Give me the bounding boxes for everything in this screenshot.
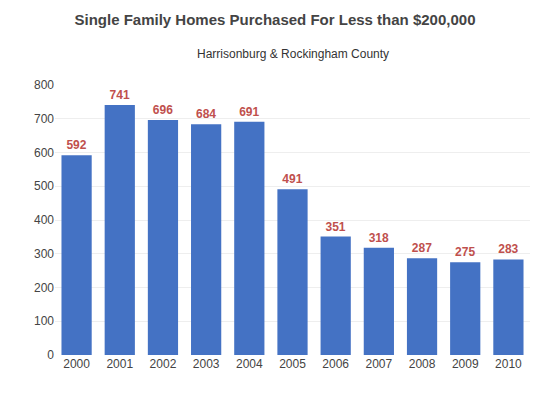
svg-text:800: 800 bbox=[34, 78, 54, 92]
svg-text:0: 0 bbox=[47, 348, 54, 362]
svg-text:2009: 2009 bbox=[452, 357, 479, 371]
svg-text:684: 684 bbox=[196, 107, 216, 121]
svg-text:318: 318 bbox=[369, 231, 389, 245]
svg-text:283: 283 bbox=[498, 242, 518, 256]
svg-text:2010: 2010 bbox=[495, 357, 522, 371]
svg-text:2002: 2002 bbox=[150, 357, 177, 371]
svg-text:741: 741 bbox=[110, 88, 130, 102]
svg-text:300: 300 bbox=[34, 247, 54, 261]
svg-text:2000: 2000 bbox=[63, 357, 90, 371]
svg-text:2005: 2005 bbox=[279, 357, 306, 371]
svg-text:Single Family Homes Purchased: Single Family Homes Purchased For Less t… bbox=[75, 11, 476, 28]
svg-text:200: 200 bbox=[34, 281, 54, 295]
svg-text:2001: 2001 bbox=[106, 357, 133, 371]
svg-text:700: 700 bbox=[34, 112, 54, 126]
svg-text:2006: 2006 bbox=[322, 357, 349, 371]
svg-text:691: 691 bbox=[239, 105, 259, 119]
svg-text:Harrisonburg & Rockingham Coun: Harrisonburg & Rockingham County bbox=[197, 47, 389, 61]
svg-text:2004: 2004 bbox=[236, 357, 263, 371]
svg-text:2008: 2008 bbox=[409, 357, 436, 371]
svg-text:592: 592 bbox=[66, 138, 86, 152]
svg-text:696: 696 bbox=[153, 103, 173, 117]
svg-text:351: 351 bbox=[326, 220, 346, 234]
svg-text:287: 287 bbox=[412, 241, 432, 255]
svg-text:600: 600 bbox=[34, 146, 54, 160]
svg-text:500: 500 bbox=[34, 179, 54, 193]
svg-text:400: 400 bbox=[34, 213, 54, 227]
svg-text:2007: 2007 bbox=[366, 357, 393, 371]
svg-text:100: 100 bbox=[34, 314, 54, 328]
svg-text:491: 491 bbox=[282, 172, 302, 186]
svg-text:2003: 2003 bbox=[193, 357, 220, 371]
svg-text:275: 275 bbox=[455, 245, 475, 259]
